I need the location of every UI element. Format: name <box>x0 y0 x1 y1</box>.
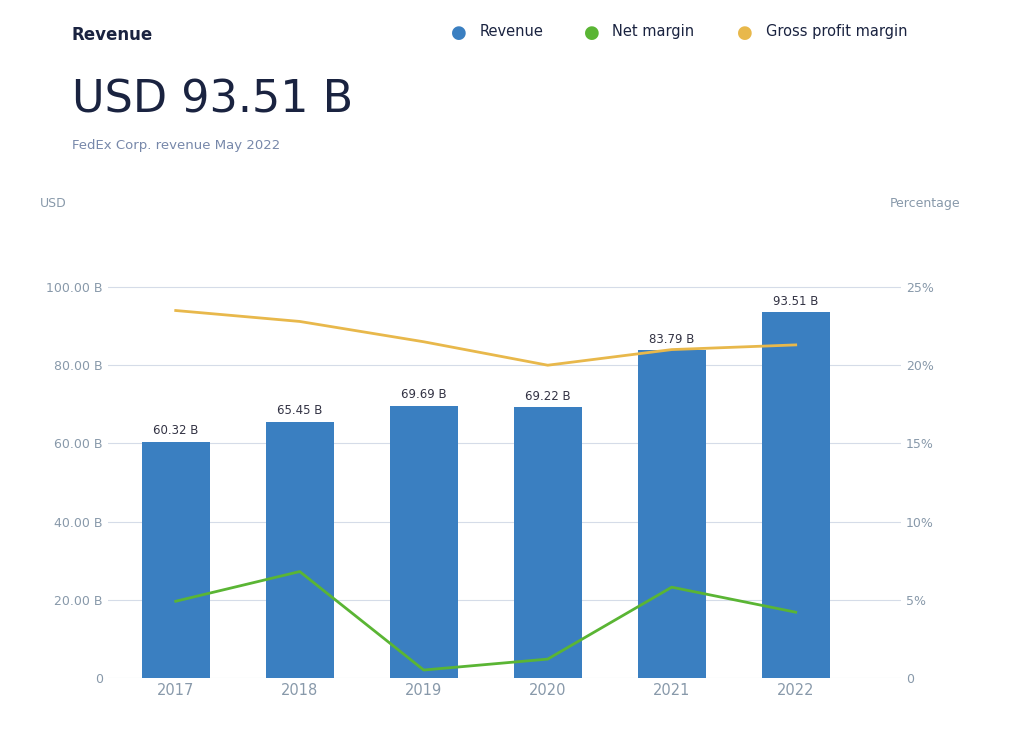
Bar <box>638 351 706 678</box>
Text: 60.32 B: 60.32 B <box>153 425 199 437</box>
Text: Revenue: Revenue <box>479 24 543 39</box>
Text: USD 93.51 B: USD 93.51 B <box>72 79 353 121</box>
Bar <box>265 422 334 678</box>
Text: Net margin: Net margin <box>612 24 694 39</box>
Bar <box>389 405 458 678</box>
Text: 83.79 B: 83.79 B <box>649 333 694 346</box>
Text: FedEx Corp. revenue May 2022: FedEx Corp. revenue May 2022 <box>72 139 280 151</box>
Text: 69.22 B: 69.22 B <box>525 389 570 403</box>
Text: USD: USD <box>40 198 67 210</box>
Text: ●: ● <box>451 24 466 42</box>
Text: 93.51 B: 93.51 B <box>773 295 818 308</box>
Text: Revenue: Revenue <box>72 26 153 44</box>
Bar <box>514 407 582 678</box>
Text: Percentage: Percentage <box>890 198 961 210</box>
Text: 69.69 B: 69.69 B <box>401 388 446 401</box>
Text: ●: ● <box>737 24 753 42</box>
Text: Gross profit margin: Gross profit margin <box>766 24 907 39</box>
Text: 65.45 B: 65.45 B <box>278 404 323 417</box>
Bar <box>762 312 829 678</box>
Bar <box>141 442 210 678</box>
Text: ●: ● <box>584 24 599 42</box>
